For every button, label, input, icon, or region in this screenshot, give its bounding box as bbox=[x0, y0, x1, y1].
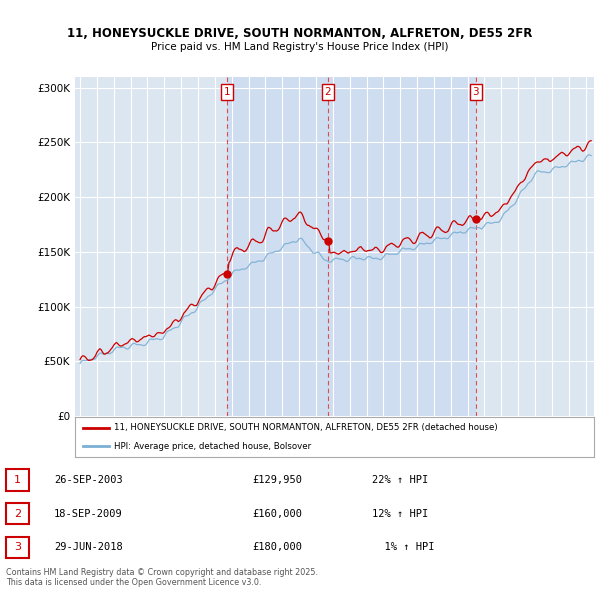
Text: £160,000: £160,000 bbox=[252, 509, 302, 519]
Text: HPI: Average price, detached house, Bolsover: HPI: Average price, detached house, Bols… bbox=[114, 442, 311, 451]
Text: 11, HONEYSUCKLE DRIVE, SOUTH NORMANTON, ALFRETON, DE55 2FR (detached house): 11, HONEYSUCKLE DRIVE, SOUTH NORMANTON, … bbox=[114, 424, 497, 432]
Text: Contains HM Land Registry data © Crown copyright and database right 2025.
This d: Contains HM Land Registry data © Crown c… bbox=[6, 568, 318, 587]
Text: 2: 2 bbox=[14, 509, 21, 519]
Text: 3: 3 bbox=[473, 87, 479, 97]
Text: £180,000: £180,000 bbox=[252, 542, 302, 552]
Text: 1% ↑ HPI: 1% ↑ HPI bbox=[372, 542, 434, 552]
Text: 12% ↑ HPI: 12% ↑ HPI bbox=[372, 509, 428, 519]
Text: 29-JUN-2018: 29-JUN-2018 bbox=[54, 542, 123, 552]
Text: 2: 2 bbox=[325, 87, 331, 97]
Text: 1: 1 bbox=[224, 87, 230, 97]
Bar bbox=[227, 77, 476, 416]
Text: £129,950: £129,950 bbox=[252, 475, 302, 485]
Text: 1: 1 bbox=[14, 475, 21, 485]
Text: 11, HONEYSUCKLE DRIVE, SOUTH NORMANTON, ALFRETON, DE55 2FR: 11, HONEYSUCKLE DRIVE, SOUTH NORMANTON, … bbox=[67, 27, 533, 40]
Text: 22% ↑ HPI: 22% ↑ HPI bbox=[372, 475, 428, 485]
Text: Price paid vs. HM Land Registry's House Price Index (HPI): Price paid vs. HM Land Registry's House … bbox=[151, 42, 449, 53]
Text: 18-SEP-2009: 18-SEP-2009 bbox=[54, 509, 123, 519]
Text: 26-SEP-2003: 26-SEP-2003 bbox=[54, 475, 123, 485]
Text: 3: 3 bbox=[14, 542, 21, 552]
